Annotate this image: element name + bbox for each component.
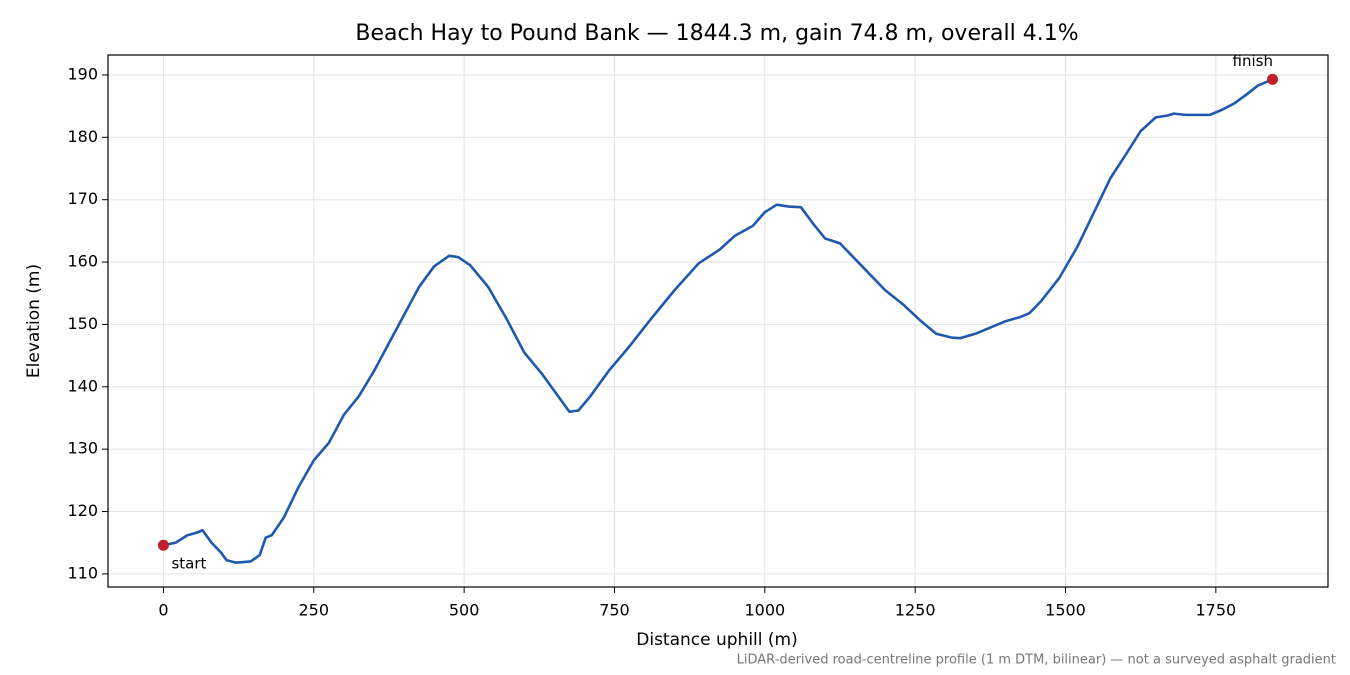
x-axis-label: Distance uphill (m) bbox=[636, 630, 797, 650]
y-tick-label: 160 bbox=[67, 252, 98, 271]
x-tick-label: 1000 bbox=[744, 601, 785, 620]
y-tick-label: 180 bbox=[67, 127, 98, 146]
x-tick-label: 500 bbox=[449, 601, 480, 620]
endpoint-label: start bbox=[171, 555, 206, 573]
x-tick-label: 250 bbox=[299, 601, 330, 620]
y-tick-label: 140 bbox=[67, 376, 98, 395]
x-tick-label: 1500 bbox=[1045, 601, 1086, 620]
x-tick-label: 1250 bbox=[895, 601, 936, 620]
y-tick-label: 110 bbox=[67, 563, 98, 582]
y-tick-label: 190 bbox=[67, 64, 98, 83]
y-tick-label: 130 bbox=[67, 439, 98, 458]
plot-frame bbox=[107, 54, 1329, 588]
y-tick-label: 150 bbox=[67, 314, 98, 333]
y-tick-label: 170 bbox=[67, 189, 98, 208]
y-axis-label: Elevation (m) bbox=[24, 264, 44, 378]
chart-title: Beach Hay to Pound Bank — 1844.3 m, gain… bbox=[355, 21, 1078, 46]
x-tick-label: 750 bbox=[599, 601, 630, 620]
endpoint-label: finish bbox=[1233, 52, 1273, 70]
x-tick-label: 1750 bbox=[1195, 601, 1236, 620]
footnote: LiDAR-derived road-centreline profile (1… bbox=[737, 653, 1336, 668]
endpoint-marker bbox=[1267, 73, 1279, 85]
endpoint-marker bbox=[157, 539, 169, 551]
x-tick-label: 0 bbox=[158, 601, 168, 620]
y-tick-label: 120 bbox=[67, 501, 98, 520]
elevation-line bbox=[163, 78, 1274, 564]
